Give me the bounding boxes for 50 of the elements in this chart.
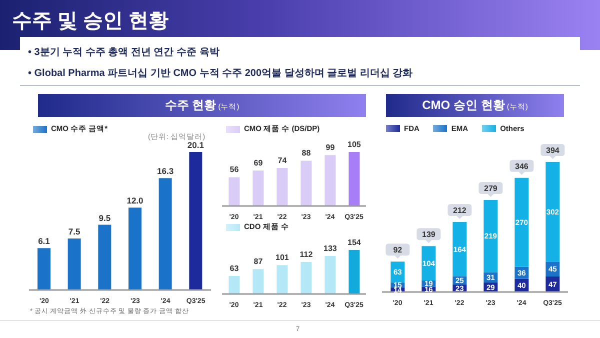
total-label: 92 <box>393 246 403 255</box>
data-label: 88 <box>302 148 312 158</box>
data-label: 63 <box>230 264 240 273</box>
data-label: 56 <box>230 165 240 174</box>
bar <box>228 177 240 206</box>
total-label: 139 <box>422 230 436 240</box>
bar <box>98 224 112 290</box>
text: • 3분기 누적 수주 총액 전년 연간 수준 육박 <box>28 46 220 59</box>
bar <box>348 250 360 294</box>
bar <box>300 262 312 294</box>
data-label: 154 <box>348 238 362 247</box>
bar <box>228 276 240 294</box>
data-label: 7.5 <box>68 226 80 237</box>
text: 수주 및 승인 현황 <box>12 9 169 34</box>
bar <box>514 178 529 267</box>
data-label: 9.5 <box>98 212 111 223</box>
bar <box>252 170 264 206</box>
bar <box>128 208 142 290</box>
bar <box>252 269 264 294</box>
bar <box>348 152 360 206</box>
total-label: 212 <box>453 206 467 216</box>
bar <box>276 168 288 206</box>
bar <box>324 155 336 206</box>
bar <box>422 246 436 280</box>
text: • Global Pharma 파트너십 기반 CMO 누적 수주 200억불 달성하며 글로벌 리더십 강화 <box>28 67 413 80</box>
bar <box>189 152 202 290</box>
total-label: 346 <box>515 162 529 171</box>
data-label: 112 <box>300 250 314 259</box>
bar <box>68 238 81 290</box>
data-label: 105 <box>348 140 362 149</box>
bar <box>484 200 498 272</box>
data-label: 133 <box>324 244 338 253</box>
data-label: 99 <box>326 143 336 152</box>
bar <box>276 265 288 294</box>
data-label: 87 <box>254 257 264 266</box>
data-label: 101 <box>276 253 290 262</box>
data-label: 6.1 <box>38 236 50 246</box>
data-label: 16.3 <box>157 166 174 176</box>
bar <box>546 162 560 262</box>
bar <box>37 248 50 290</box>
data-label: 12.0 <box>126 196 144 206</box>
bar <box>324 256 336 294</box>
bar <box>158 178 172 290</box>
bar <box>452 222 467 276</box>
data-label: 69 <box>254 158 264 168</box>
data-label: 20.1 <box>187 140 204 150</box>
total-label: 394 <box>546 146 560 155</box>
data-label: 74 <box>278 156 288 165</box>
total-label: 279 <box>484 184 498 193</box>
bar <box>300 160 312 206</box>
